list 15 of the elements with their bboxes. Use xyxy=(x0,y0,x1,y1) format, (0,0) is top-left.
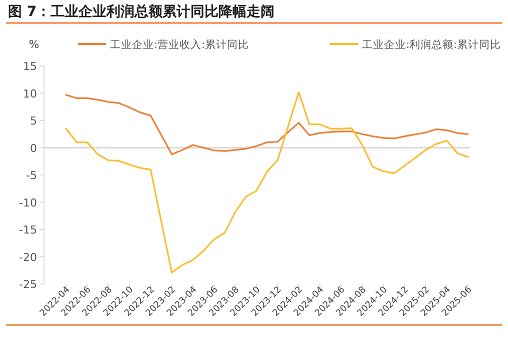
y-tick-label: 10 xyxy=(23,87,37,100)
legend-label: 工业企业:营业收入:累计同比 xyxy=(110,38,250,51)
y-tick-label: -20 xyxy=(19,250,37,264)
y-axis-title: % xyxy=(28,38,40,51)
line-series xyxy=(65,91,469,274)
y-tick-label: 15 xyxy=(23,60,37,73)
y-tick-label: 0 xyxy=(30,142,37,155)
y-tick-label: -10 xyxy=(19,196,37,210)
y-tick-label: -5 xyxy=(26,169,37,182)
y-tick-label: -15 xyxy=(19,224,37,236)
chart-title: 图 7：工业企业利润总额累计同比降幅走阔 xyxy=(8,3,275,20)
y-tick-label: 5 xyxy=(30,114,37,128)
legend-label: 工业企业:利润总额:累计同比 xyxy=(362,38,502,51)
line-series xyxy=(65,94,469,156)
y-tick-label: -25 xyxy=(19,278,37,291)
